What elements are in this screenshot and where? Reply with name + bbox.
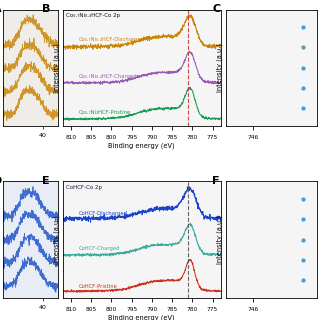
Text: D: D — [0, 176, 3, 186]
Text: CoHCF-Pristine: CoHCF-Pristine — [79, 284, 118, 289]
X-axis label: Binding energy (eV): Binding energy (eV) — [108, 142, 175, 149]
Text: Co₀.₇Ni₃HCF-Pristine: Co₀.₇Ni₃HCF-Pristine — [79, 110, 131, 115]
Text: C: C — [212, 4, 220, 14]
Text: CoHCF-Co 2p: CoHCF-Co 2p — [66, 185, 102, 190]
Text: Co₀.₇Ni₀.₃HCF-Co 2p: Co₀.₇Ni₀.₃HCF-Co 2p — [66, 13, 120, 18]
Text: Co₀.₇Ni₀.₃HCF-Discharged: Co₀.₇Ni₀.₃HCF-Discharged — [79, 37, 145, 42]
Text: F: F — [212, 176, 220, 186]
Y-axis label: Intensity (a.u.): Intensity (a.u.) — [54, 215, 60, 264]
X-axis label: Binding energy (eV): Binding energy (eV) — [108, 315, 175, 320]
Y-axis label: Intensity (a.u.): Intensity (a.u.) — [216, 43, 223, 92]
Text: A: A — [0, 4, 2, 14]
Y-axis label: Intensity (a.u.): Intensity (a.u.) — [54, 43, 60, 92]
Text: E: E — [42, 176, 50, 186]
Text: CoHCF-Discharged: CoHCF-Discharged — [79, 211, 128, 215]
Text: CoHCF-Charged: CoHCF-Charged — [79, 246, 121, 251]
Text: Co₀.₇Ni₀.₃HCF-Charged: Co₀.₇Ni₀.₃HCF-Charged — [79, 74, 138, 79]
Text: B: B — [42, 4, 51, 14]
Y-axis label: Intensity (a.u.): Intensity (a.u.) — [216, 215, 223, 264]
